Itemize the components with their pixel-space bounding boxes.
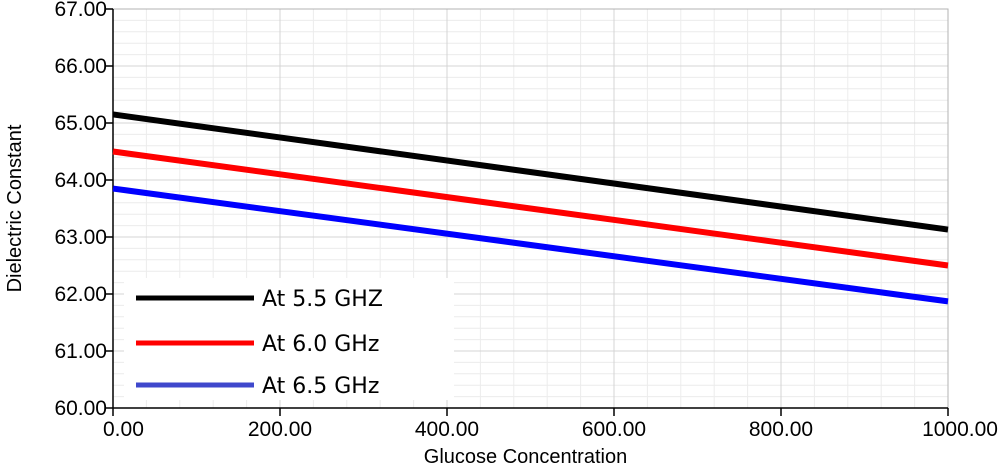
y-tick-label: 66.00 [54, 55, 107, 78]
x-axis-title: Glucose Concentration [424, 446, 627, 468]
minor-grid [112, 8, 949, 409]
y-tick-label: 61.00 [54, 340, 107, 363]
y-tick-label: 62.00 [54, 283, 107, 306]
series-line-1 [112, 111, 949, 233]
series-line-2 [112, 148, 949, 269]
legend-label-1: At 5.5 GHZ [262, 287, 383, 312]
y-tick-label: 67.00 [54, 0, 107, 21]
x-tick-label: 1000.00 [922, 418, 998, 441]
axes [105, 8, 949, 416]
y-tick-label: 64.00 [54, 169, 107, 192]
y-axis-title: Dielectric Constant [4, 124, 26, 292]
x-tick-label: 200.00 [248, 418, 312, 441]
x-tick-label: 600.00 [582, 418, 646, 441]
y-tick-label: 63.00 [54, 226, 107, 249]
x-tick-label: 0.00 [103, 418, 144, 441]
series-line-3 [112, 185, 949, 305]
legend-label-2: At 6.0 GHz [262, 332, 379, 357]
x-tick-label: 400.00 [415, 418, 479, 441]
tick-labels: 0.00 200.00 400.00 600.00 800.00 1000.00 60.00… [54, 0, 998, 441]
legend: At 5.5 GHZ At 6.0 GHz At 6.5 GHz [124, 278, 454, 400]
series-lines [112, 111, 949, 305]
legend-label-3: At 6.5 GHz [262, 374, 379, 399]
x-tick-label: 800.00 [749, 418, 813, 441]
y-tick-label: 60.00 [54, 397, 107, 420]
y-tick-label: 65.00 [54, 112, 107, 135]
